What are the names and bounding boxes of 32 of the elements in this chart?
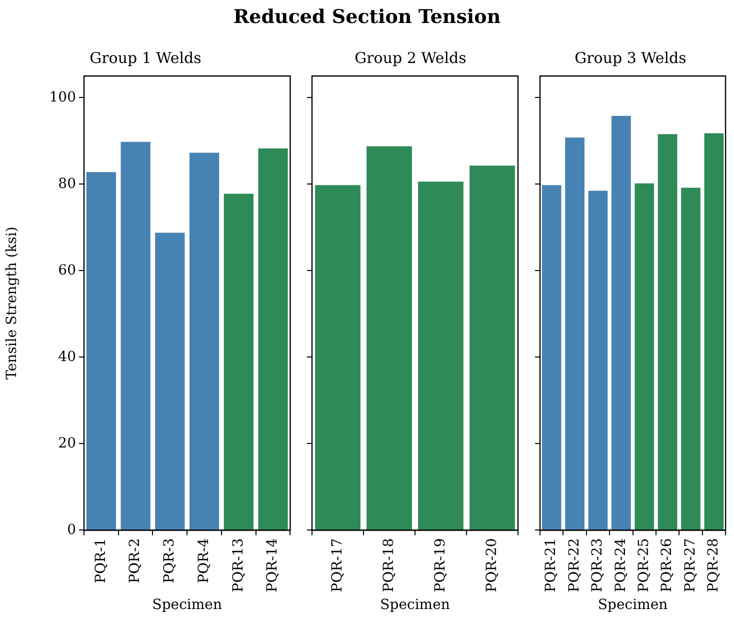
x-tick-label: PQR-22 — [566, 538, 582, 592]
x-tick-label: PQR-4 — [196, 538, 212, 584]
y-tick-label: 20 — [58, 435, 76, 452]
x-tick-label: PQR-27 — [682, 538, 698, 592]
x-tick-label: PQR-21 — [543, 538, 560, 592]
x-tick-label: PQR-23 — [590, 538, 606, 592]
x-tick-label: PQR-14 — [264, 538, 281, 592]
x-axis-title: Specimen — [380, 597, 450, 614]
y-tick-label: 60 — [58, 262, 76, 278]
y-tick-label: 40 — [58, 348, 76, 365]
x-tick-label: PQR-18 — [380, 538, 397, 592]
x-tick-label: PQR-2 — [127, 538, 144, 584]
y-tick-label: 0 — [67, 522, 76, 538]
x-tick-label: PQR-17 — [329, 538, 346, 592]
chart-subtitle: Group 3 Welds — [574, 48, 686, 67]
x-tick-label: PQR-26 — [659, 538, 676, 592]
text: Reduced Section Tension — [232, 6, 502, 28]
x-tick-label: PQR-3 — [162, 538, 178, 584]
x-tick-label: PQR-1 — [92, 538, 109, 584]
x-tick-label: PQR-24 — [612, 538, 629, 592]
x-tick-label: PQR-19 — [432, 538, 448, 592]
x-axis-title: Specimen — [598, 597, 668, 614]
x-tick-label: PQR-28 — [706, 538, 722, 592]
chart-subtitle: Group 1 Welds — [90, 48, 202, 67]
chart-subtitle: Group 2 Welds — [354, 48, 466, 67]
y-tick-label: 80 — [58, 176, 76, 192]
x-axis-title: Specimen — [152, 597, 222, 614]
x-tick-label: PQR-20 — [484, 538, 500, 592]
x-tick-label: PQR-25 — [636, 538, 652, 592]
y-axis-title: Tensile Strength (ksi) — [4, 226, 20, 380]
y-tick-label: 100 — [49, 89, 76, 106]
x-tick-label: PQR-13 — [230, 538, 246, 592]
